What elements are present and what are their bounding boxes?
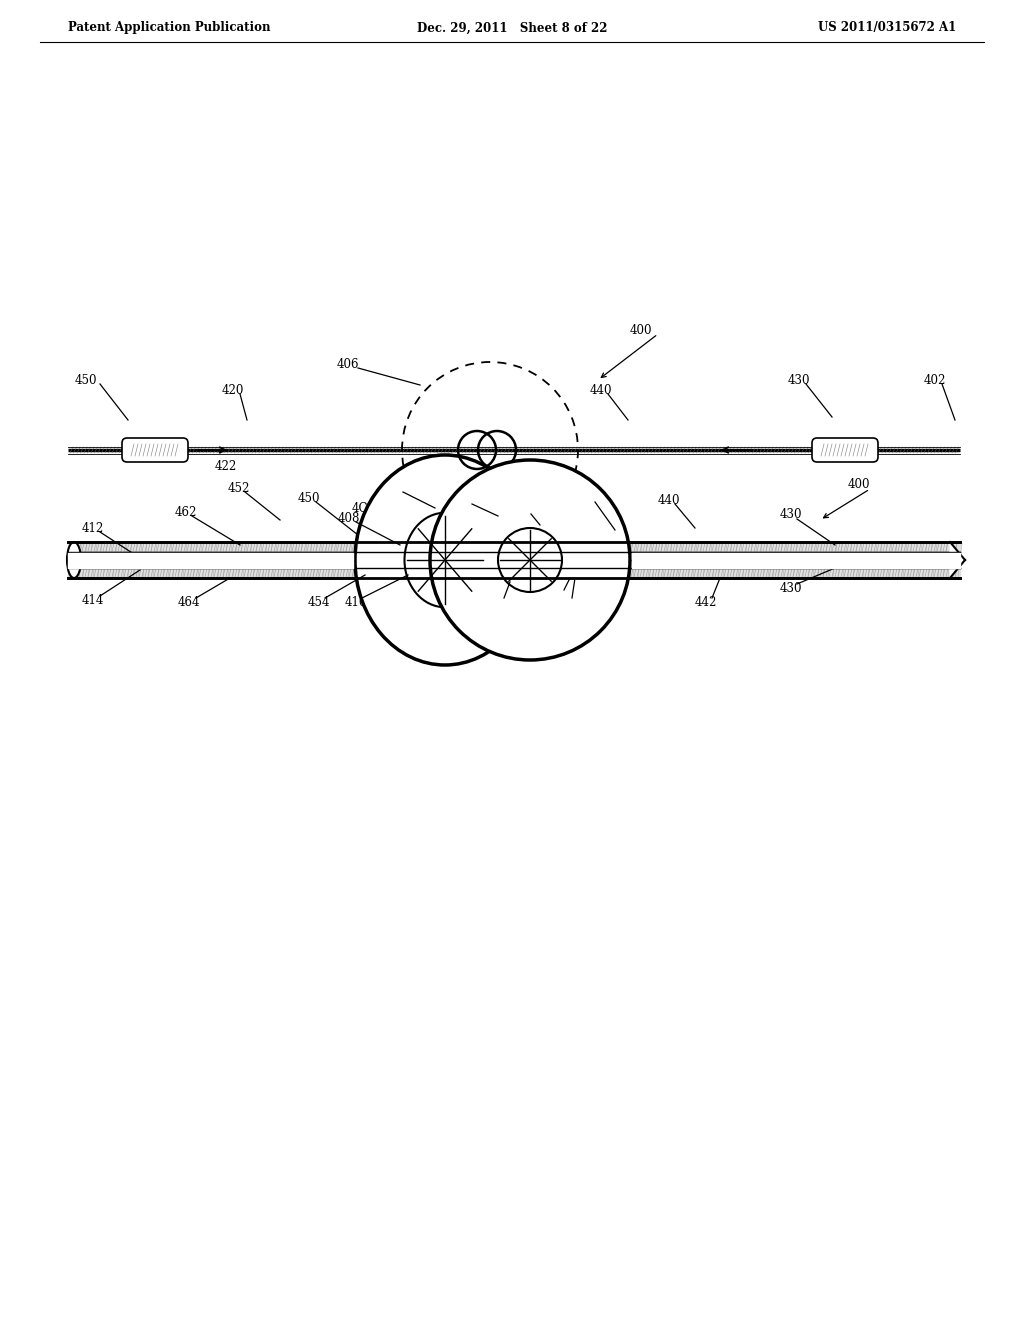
Text: 430: 430 — [780, 508, 803, 521]
Text: 420: 420 — [578, 491, 600, 504]
Text: 440: 440 — [658, 494, 681, 507]
Text: 412: 412 — [82, 521, 104, 535]
FancyBboxPatch shape — [122, 438, 188, 462]
Text: 4C: 4C — [352, 502, 369, 515]
Text: 408: 408 — [338, 511, 360, 524]
Text: Dec. 29, 2011   Sheet 8 of 22: Dec. 29, 2011 Sheet 8 of 22 — [417, 21, 607, 34]
Text: 400: 400 — [630, 323, 652, 337]
Text: 414: 414 — [82, 594, 104, 606]
Text: 406: 406 — [337, 358, 359, 371]
Text: 402: 402 — [920, 553, 942, 566]
Text: 432: 432 — [515, 503, 538, 516]
Text: 440: 440 — [590, 384, 612, 396]
FancyBboxPatch shape — [812, 438, 878, 462]
Text: Patent Application Publication: Patent Application Publication — [68, 21, 270, 34]
Text: FIG. 4C: FIG. 4C — [425, 631, 487, 648]
Circle shape — [498, 528, 562, 591]
Text: 442: 442 — [520, 459, 543, 473]
Text: US 2011/0315672 A1: US 2011/0315672 A1 — [818, 21, 956, 34]
Polygon shape — [950, 543, 965, 578]
Text: 400: 400 — [848, 479, 870, 491]
Text: 434: 434 — [548, 587, 570, 601]
Text: 430: 430 — [788, 374, 811, 387]
Text: 442: 442 — [695, 595, 718, 609]
Text: 452: 452 — [228, 482, 251, 495]
Text: 410: 410 — [345, 595, 368, 609]
Text: 431: 431 — [455, 494, 477, 507]
Text: 450: 450 — [75, 374, 97, 387]
Text: 454: 454 — [308, 595, 331, 609]
Text: 462: 462 — [175, 506, 198, 519]
Text: 433: 433 — [488, 595, 511, 609]
Text: 422: 422 — [215, 461, 238, 474]
Text: 422: 422 — [558, 595, 581, 609]
Text: FIG. 4B: FIG. 4B — [425, 520, 486, 536]
Circle shape — [430, 459, 630, 660]
Ellipse shape — [67, 543, 81, 578]
Text: 464: 464 — [178, 595, 201, 609]
Text: 430: 430 — [780, 582, 803, 594]
Text: 406: 406 — [386, 482, 409, 495]
Ellipse shape — [355, 455, 535, 665]
Ellipse shape — [404, 512, 485, 607]
Text: 420: 420 — [222, 384, 245, 396]
Text: 402: 402 — [924, 374, 946, 387]
Text: 450: 450 — [298, 491, 321, 504]
